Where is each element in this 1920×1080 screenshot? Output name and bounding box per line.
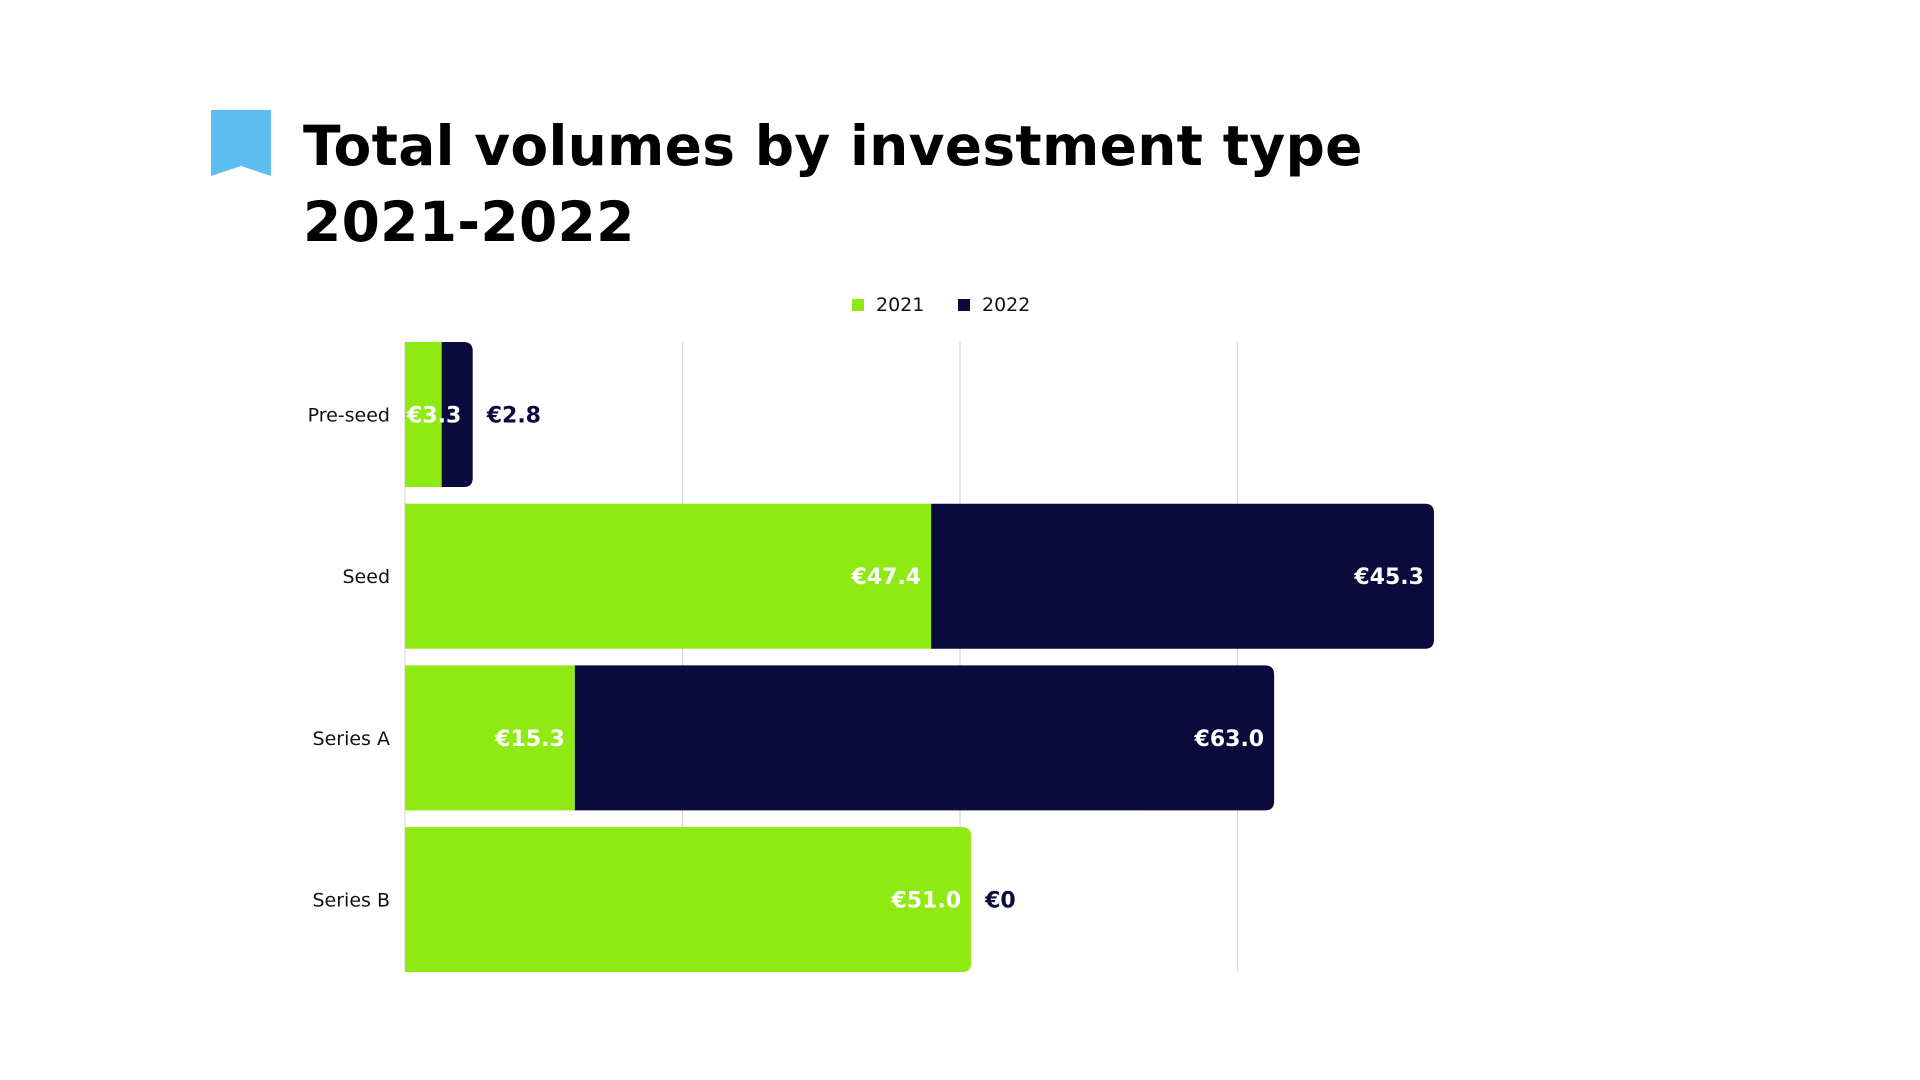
bar-pre-seed-2022 [441,342,473,487]
bookmark-icon [211,110,271,176]
bars [405,342,1434,973]
category-label-pre-seed: Pre-seed [308,405,390,427]
data-label-series-a-2021: €15.3 [494,727,565,752]
legend: 2021 2022 [852,294,1030,316]
legend-label-2022: 2022 [982,294,1030,316]
legend-label-2021: 2021 [876,294,924,316]
data-label-series-b-2021: €51.0 [891,889,962,914]
bar-pre-seed-2021 [405,342,442,487]
bar-seed-2021 [405,503,932,649]
legend-swatch-2021 [852,299,864,311]
category-label-series-a: Series A [313,728,390,750]
bar-series-a-2022 [574,665,1275,811]
data-label-seed-2022: €45.3 [1353,565,1424,590]
chart-title-line1: Total volumes by investment type [303,114,1363,178]
chart-title: Total volumes by investment type 2021-20… [303,108,1363,260]
legend-swatch-2022 [958,299,970,311]
category-label-series-b: Series B [312,890,390,912]
bar-series-a-2021 [405,665,575,811]
data-label-pre-seed-2022: €2.8 [486,404,541,429]
bar-seed-2022 [931,503,1434,649]
category-label-seed: Seed [343,566,391,588]
data-label-seed-2021: €47.4 [851,565,922,590]
data-label-pre-seed-2021: €3.3 [406,404,461,429]
bar-series-b-2021 [405,827,972,973]
category-labels: Pre-seed Seed Series A Series B [308,405,390,912]
data-labels: €3.3 €2.8 €47.4 €45.3 €15.3 €63.0 €51.0 €0 [406,404,1424,914]
data-label-series-b-2022: €0 [984,889,1016,914]
chart-title-line2: 2021-2022 [303,190,635,254]
data-label-series-a-2022: €63.0 [1194,727,1265,752]
